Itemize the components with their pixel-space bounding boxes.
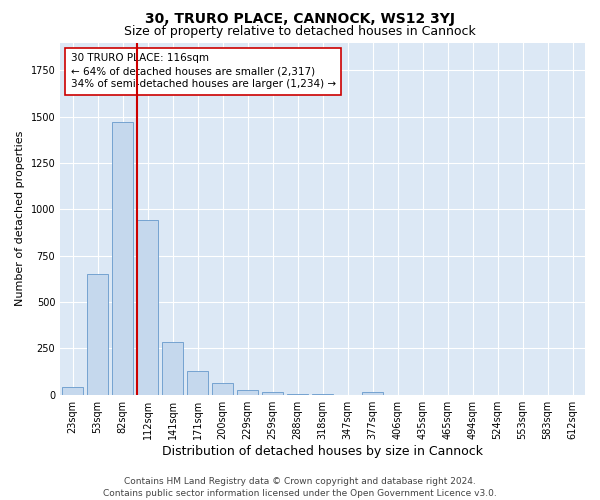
Text: 30, TRURO PLACE, CANNOCK, WS12 3YJ: 30, TRURO PLACE, CANNOCK, WS12 3YJ [145, 12, 455, 26]
Text: 30 TRURO PLACE: 116sqm
← 64% of detached houses are smaller (2,317)
34% of semi-: 30 TRURO PLACE: 116sqm ← 64% of detached… [71, 53, 336, 90]
Bar [212, 382, 233, 394]
Bar [87, 274, 108, 394]
Bar [362, 392, 383, 394]
Bar [112, 122, 133, 394]
Bar [262, 392, 283, 394]
Bar [237, 390, 258, 394]
Bar [62, 388, 83, 394]
Bar [187, 370, 208, 394]
Text: Size of property relative to detached houses in Cannock: Size of property relative to detached ho… [124, 25, 476, 38]
Bar [162, 342, 183, 394]
Y-axis label: Number of detached properties: Number of detached properties [15, 131, 25, 306]
Bar [137, 220, 158, 394]
X-axis label: Distribution of detached houses by size in Cannock: Distribution of detached houses by size … [162, 444, 483, 458]
Text: Contains HM Land Registry data © Crown copyright and database right 2024.
Contai: Contains HM Land Registry data © Crown c… [103, 476, 497, 498]
